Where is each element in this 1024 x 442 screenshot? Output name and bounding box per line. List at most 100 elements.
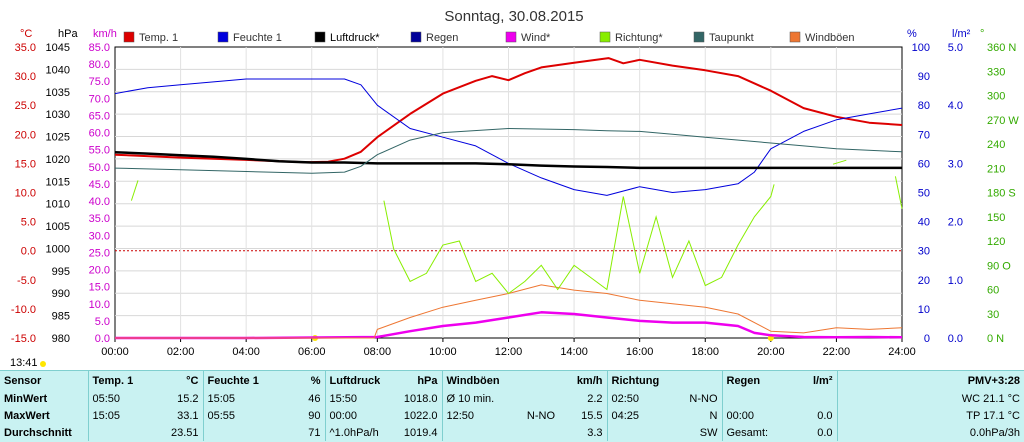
cell-dir-time — [606, 424, 667, 441]
y-tick-label-temp: 35.0 — [15, 42, 36, 54]
y-tick-label-press: 990 — [52, 288, 70, 300]
y-tick-label-temp: 15.0 — [15, 158, 36, 170]
legend-item: Wind* — [505, 31, 551, 44]
header-sensor: Sensor — [4, 374, 42, 387]
x-tick-label: 08:00 — [364, 346, 392, 358]
cell-dir-value: SW — [699, 426, 718, 439]
stats-table-panel: Sensor Temp. 1 °C Feuchte 1 % Luftdruck … — [0, 370, 1024, 442]
y-tick-label-temp: -10.0 — [11, 304, 36, 316]
y-tick-label-dir: 150 — [987, 212, 1005, 224]
legend-swatch — [314, 31, 326, 43]
cell-press-value: 1018.0 — [403, 392, 438, 405]
legend-swatch — [505, 31, 517, 43]
cell-press-time: 15:50 — [324, 390, 380, 407]
series-line-luftdruck — [114, 150, 902, 170]
cell-gust-value: 2.2 — [587, 392, 603, 405]
row-label: Durchschnitt — [4, 426, 72, 439]
cell-hum-value: 46 — [308, 392, 321, 405]
series-line-temp-1 — [114, 57, 903, 164]
cell-temp-value: 15.2 — [177, 392, 199, 405]
legend-swatch — [410, 31, 422, 43]
y-tick-label-temp: -15.0 — [11, 333, 36, 345]
cell-gust-time: 12:50 — [441, 407, 514, 424]
x-tick-label: 02:00 — [167, 346, 195, 358]
y-tick-label-hum: 30 — [918, 246, 930, 258]
y-tick-label-press: 1005 — [46, 221, 70, 233]
cell-rain-time — [721, 390, 782, 407]
y-tick-label-speed: 35.0 — [89, 213, 110, 225]
header-gust: Windböen — [441, 371, 514, 390]
legend-swatch — [789, 31, 801, 43]
cell-dir-time: 04:25 — [606, 407, 667, 424]
y-tick-label-hum: 90 — [918, 71, 930, 83]
y-tick-label-speed: 40.0 — [89, 196, 110, 208]
axis-unit-press: hPa — [58, 28, 78, 40]
y-tick-label-dir: 30 — [987, 309, 999, 321]
y-tick-label-hum: 80 — [918, 100, 930, 112]
y-tick-label-temp: 20.0 — [15, 129, 36, 141]
y-tick-label-press: 980 — [52, 333, 70, 345]
series-line-wind — [115, 311, 903, 340]
legend-item: Temp. 1 — [123, 31, 178, 44]
y-tick-label-dir: 180 S — [987, 188, 1016, 200]
x-tick-label: 16:00 — [626, 346, 654, 358]
series-line-richtung — [383, 184, 775, 295]
y-tick-label-press: 1020 — [46, 154, 70, 166]
cell-press-time: ^1.0hPa/h — [324, 424, 380, 441]
row-label: MinWert — [4, 392, 48, 405]
header-temp: Temp. 1 — [87, 371, 143, 390]
x-tick-label: 24:00 — [888, 346, 916, 358]
x-tick-label: 22:00 — [823, 346, 851, 358]
legend-label: Wind* — [521, 32, 551, 44]
cell-rain-value — [782, 390, 837, 407]
axis-unit-temp: °C — [20, 28, 32, 40]
y-tick-label-press: 1010 — [46, 199, 70, 211]
y-tick-label-speed: 0.0 — [95, 333, 110, 345]
y-tick-label-dir: 120 — [987, 236, 1005, 248]
y-tick-label-press: 1015 — [46, 176, 70, 188]
chart-title: Sonntag, 30.08.2015 — [444, 8, 583, 25]
header-dir: Richtung — [606, 371, 667, 390]
legend-item: Luftdruck* — [314, 31, 380, 44]
cell-gust-dir — [514, 424, 559, 441]
legend-label: Feuchte 1 — [233, 32, 282, 44]
legend-item: Richtung* — [599, 31, 663, 44]
series-line-richtung — [832, 159, 847, 165]
stats-header-row: Sensor Temp. 1 °C Feuchte 1 % Luftdruck … — [0, 371, 1024, 390]
stats-row-avg: Durchschnitt 23.51 71 ^1.0hPa/h 1019.4 3… — [0, 424, 1024, 441]
y-tick-label-dir: 270 W — [987, 115, 1019, 127]
legend-label: Taupunkt — [709, 32, 754, 44]
cell-rain-time: Gesamt: — [721, 424, 782, 441]
legend-label: Windböen — [805, 32, 855, 44]
y-tick-label-rain: 0.0 — [948, 333, 963, 345]
y-tick-label-hum: 50 — [918, 188, 930, 200]
cell-rain-time: 00:00 — [721, 407, 782, 424]
x-tick-label: 10:00 — [429, 346, 457, 358]
y-tick-label-dir: 90 O — [987, 260, 1011, 272]
y-tick-label-temp: 5.0 — [21, 217, 36, 229]
header-press-unit: hPa — [417, 374, 438, 387]
cell-gust-value: 15.5 — [581, 409, 603, 422]
cell-press-value: 1019.4 — [403, 426, 438, 439]
legend-swatch — [599, 31, 611, 43]
y-tick-label-press: 985 — [52, 311, 70, 323]
x-tick-label: 00:00 — [101, 346, 129, 358]
y-tick-label-speed: 85.0 — [89, 42, 110, 54]
y-tick-label-rain: 3.0 — [948, 158, 963, 170]
y-tick-label-dir: 300 — [987, 91, 1005, 103]
header-hum-unit: % — [310, 374, 321, 387]
cell-temp-time: 05:50 — [87, 390, 143, 407]
cell-dir-value: N — [709, 409, 718, 422]
axis-unit-dir: ° — [980, 28, 984, 40]
cell-gust-value: 3.3 — [587, 426, 603, 439]
y-tick-label-press: 1040 — [46, 64, 70, 76]
cell-hum-time: 15:05 — [202, 390, 263, 407]
y-tick-label-temp: 10.0 — [15, 188, 36, 200]
legend-item: Feuchte 1 — [217, 31, 282, 44]
legend-item: Taupunkt — [693, 31, 754, 44]
y-tick-label-speed: 50.0 — [89, 162, 110, 174]
cell-extra: 0.0hPa/3h — [836, 424, 1024, 441]
y-tick-label-press: 1035 — [46, 87, 70, 99]
y-tick-label-speed: 20.0 — [89, 265, 110, 277]
y-tick-label-speed: 10.0 — [89, 299, 110, 311]
